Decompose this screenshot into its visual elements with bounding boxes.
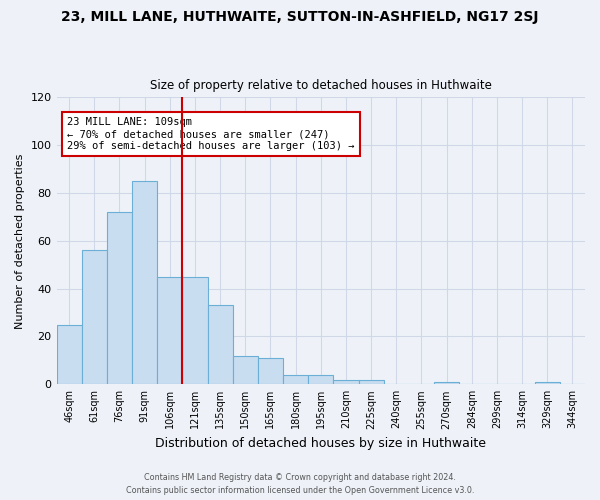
Bar xyxy=(107,212,132,384)
Bar xyxy=(535,382,560,384)
Bar xyxy=(233,356,258,384)
Bar xyxy=(56,324,82,384)
X-axis label: Distribution of detached houses by size in Huthwaite: Distribution of detached houses by size … xyxy=(155,437,486,450)
Bar xyxy=(182,276,208,384)
Bar xyxy=(82,250,107,384)
Bar xyxy=(132,181,157,384)
Bar xyxy=(359,380,383,384)
Text: 23 MILL LANE: 109sqm
← 70% of detached houses are smaller (247)
29% of semi-deta: 23 MILL LANE: 109sqm ← 70% of detached h… xyxy=(67,118,355,150)
Bar xyxy=(308,374,334,384)
Y-axis label: Number of detached properties: Number of detached properties xyxy=(15,153,25,328)
Bar xyxy=(283,374,308,384)
Text: Contains HM Land Registry data © Crown copyright and database right 2024.
Contai: Contains HM Land Registry data © Crown c… xyxy=(126,474,474,495)
Title: Size of property relative to detached houses in Huthwaite: Size of property relative to detached ho… xyxy=(150,79,492,92)
Bar xyxy=(208,306,233,384)
Bar xyxy=(157,276,182,384)
Bar xyxy=(334,380,359,384)
Text: 23, MILL LANE, HUTHWAITE, SUTTON-IN-ASHFIELD, NG17 2SJ: 23, MILL LANE, HUTHWAITE, SUTTON-IN-ASHF… xyxy=(61,10,539,24)
Bar xyxy=(434,382,459,384)
Bar xyxy=(258,358,283,384)
